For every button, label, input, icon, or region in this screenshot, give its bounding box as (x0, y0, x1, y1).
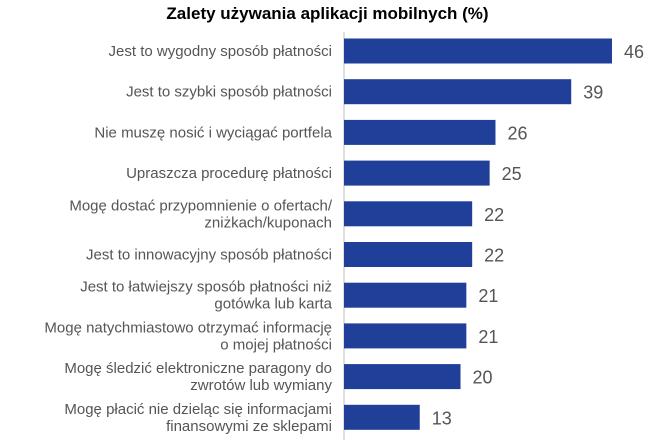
category-label-line: Mogę dostać przypomnienie o ofertach/ (69, 197, 332, 214)
category-label: Mogę natychmiastowo otrzymać informację o… (44, 319, 332, 353)
category-label-line: Jest to wygodny sposób płatności (109, 43, 332, 60)
category-label-line: Jest to szybki sposób płatności (126, 84, 332, 101)
data-label: 25 (502, 164, 522, 184)
category-label-line: Mogę śledzić elektroniczne paragony do (64, 360, 332, 377)
category-label-line: gotówka lub karta (214, 296, 332, 313)
category-label: Mogę śledzić elektroniczne paragony do zw… (64, 360, 332, 394)
category-label-line: Jest to łatwiejszy sposób płatności niż (80, 279, 332, 296)
data-label: 26 (507, 123, 527, 143)
category-label: Mogę dostać przypomnienie o ofertach/zni… (69, 197, 332, 231)
category-label: Jest to wygodny sposób płatności (109, 43, 332, 60)
data-label: 21 (478, 286, 498, 306)
category-label: Jest to szybki sposób płatności (126, 84, 332, 101)
bar (344, 160, 490, 186)
data-label: 46 (624, 42, 644, 62)
bar (344, 79, 572, 105)
category-label-line: finansowymi ze sklepami (166, 418, 332, 435)
category-label-line: zniżkach/kuponach (204, 214, 332, 231)
data-label: 20 (473, 368, 493, 388)
category-label: Jest to innowacyjny sposób płatności (86, 247, 332, 264)
category-label-line: Upraszcza procedurę płatności (126, 165, 332, 182)
bar (344, 38, 612, 64)
category-label-line: Mogę płacić nie dzieląc się informacjami (64, 401, 332, 418)
bar (344, 282, 467, 308)
category-label: Jest to łatwiejszy sposób płatności niż g… (80, 279, 332, 313)
bar (344, 201, 473, 227)
category-label: Nie muszę nosić i wyciągać portfela (94, 124, 332, 141)
data-label: 22 (484, 205, 504, 225)
category-label-line: Jest to innowacyjny sposób płatności (86, 247, 332, 264)
bar (344, 323, 467, 349)
data-label: 22 (484, 246, 504, 266)
data-label: 39 (583, 83, 603, 103)
chart-title: Zalety używania aplikacji mobilnych (%) (166, 4, 489, 23)
category-label: Upraszcza procedurę płatności (126, 165, 332, 182)
bar (344, 119, 496, 145)
category-label: Mogę płacić nie dzieląc się informacjami… (64, 401, 332, 435)
data-label: 13 (432, 408, 452, 428)
category-label-line: Mogę natychmiastowo otrzymać informację (44, 319, 332, 336)
category-label-line: zwrotów lub wymiany (190, 377, 332, 394)
bar (344, 404, 420, 430)
bar (344, 364, 461, 390)
bar (344, 242, 473, 267)
category-label-line: o mojej płatności (220, 336, 332, 353)
data-label: 21 (478, 327, 498, 347)
category-label-line: Nie muszę nosić i wyciągać portfela (94, 124, 332, 141)
